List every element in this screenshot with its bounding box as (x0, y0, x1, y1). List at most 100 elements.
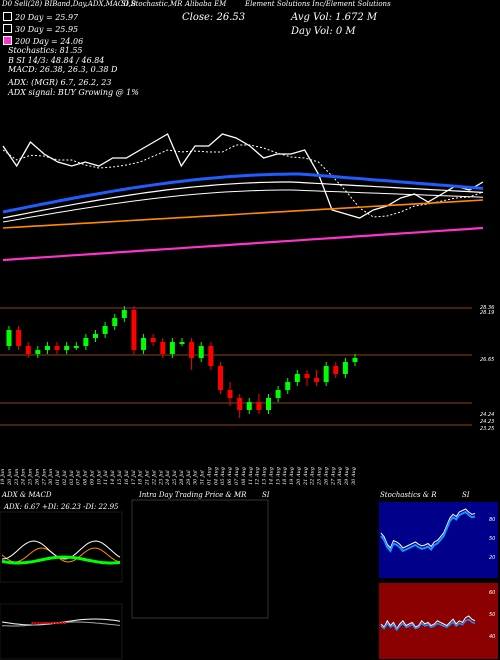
ema200-legend: 200 Day = 24.06 (3, 36, 83, 46)
candle-body (25, 346, 31, 354)
si-signal-line (380, 618, 476, 632)
candle-body (246, 402, 252, 410)
date-label: 21 Jul (145, 470, 151, 486)
candle-body (294, 374, 300, 382)
date-label: 26 Jun (34, 469, 40, 486)
stoch-panel-title: Stochastics & R (380, 491, 437, 499)
date-label: 06 Aug (227, 467, 233, 485)
date-label: 29 Jul (186, 470, 192, 486)
date-label: 09 Jul (89, 470, 95, 485)
stoch-axis-label: 50 (489, 536, 495, 542)
adx-text: ADX: (MGR) 6.7, 26.2, 23 (8, 78, 112, 87)
price-axis-label: 23.25 (480, 426, 494, 432)
si-text: B SI 14/3: 48.84 / 46.84 (8, 56, 105, 65)
candle-body (266, 398, 271, 410)
price-line (2, 133, 484, 219)
date-label: 05 Aug (220, 467, 226, 485)
adx-panel-frame (0, 511, 123, 583)
date-label: 03 Jul (69, 470, 75, 485)
date-label: 28 Aug (337, 467, 343, 486)
macd-histogram-bar (61, 622, 63, 624)
macd-panel-frame (0, 603, 123, 660)
date-label: 24 Jul (165, 470, 171, 486)
ema30-line (2, 181, 484, 219)
date-label: 30 Jun (48, 469, 54, 485)
candle-body (256, 402, 262, 410)
candle-body (208, 346, 214, 366)
date-label: 26 Aug (323, 467, 329, 486)
stoch-k-line (380, 508, 476, 549)
candle-body (131, 310, 137, 350)
close-price: Close: 26.53 (182, 12, 246, 23)
date-label: 31 Jul (200, 470, 206, 485)
macd-histogram-bar (34, 622, 37, 624)
date-label: 16 Jul (124, 470, 130, 485)
candle-body (54, 346, 60, 350)
price-axis-label: 26.65 (480, 357, 494, 363)
intraday-panel-frame (131, 499, 269, 619)
date-label: 28 Jul (179, 470, 185, 486)
candle-body (35, 350, 41, 354)
si-panel-title: SI (262, 491, 270, 499)
date-label: 24 Jun (21, 469, 27, 486)
macd-histogram-bar (43, 622, 46, 624)
candle-body (198, 346, 204, 358)
candle-body (333, 366, 339, 374)
date-label: 02 Jul (62, 470, 68, 485)
si-axis-label: 60 (489, 590, 495, 596)
date-label: 25 Jul (172, 470, 178, 486)
candle-body (121, 310, 127, 318)
avg-volume: Avg Vol: 1.672 M (291, 12, 378, 23)
candle-body (169, 342, 175, 354)
ema-blue-line (2, 172, 484, 214)
macd-histogram-bar (37, 622, 40, 624)
date-label: 14 Aug (268, 467, 274, 485)
date-label: 30 Jul (193, 470, 199, 485)
candle-body (352, 358, 358, 362)
date-label: 20 Jun (7, 469, 13, 486)
si-axis-label: 50 (489, 612, 495, 618)
macd-histogram-bar (63, 622, 66, 624)
ema20-text: 20 Day = 25.97 (15, 13, 79, 22)
adx-di-minus-line (1, 547, 121, 563)
si-axis-label: 40 (489, 634, 495, 640)
header-label-4: Element Solutions Inc/Element Solutions (245, 0, 391, 8)
price-axis-label: 24.24 (480, 412, 494, 418)
candle-body (6, 330, 12, 346)
adx-line (1, 555, 121, 565)
date-label: 13 Aug (262, 467, 268, 485)
adx-panel-title: ADX & MACD (2, 491, 52, 499)
candle-body (179, 342, 185, 344)
candle-body (16, 330, 22, 346)
price-axis-label: 28.19 (480, 310, 494, 316)
date-label: 18 Jul (138, 470, 144, 485)
macd-histogram-bar (40, 622, 43, 624)
candle-body (73, 346, 79, 348)
candle-body (83, 338, 89, 346)
macd-histogram-bar (52, 622, 55, 624)
date-label: 22 Jul (151, 470, 157, 486)
candle-body (189, 342, 195, 358)
date-label: 08 Aug (241, 467, 247, 485)
candle-body (112, 318, 118, 326)
date-label: 15 Aug (275, 467, 281, 485)
stoch-axis-label: 80 (489, 517, 495, 523)
date-label: 11 Aug (248, 467, 254, 485)
candle-body (141, 338, 147, 350)
candle-body (285, 382, 291, 390)
date-label: 25 Jun (28, 469, 34, 486)
candle-body (304, 374, 310, 378)
ema100-line (2, 199, 484, 229)
stochastic-text: Stochastics: 81.55 (8, 46, 83, 55)
ema200-text: 200 Day = 24.06 (15, 37, 84, 46)
date-label: 04 Aug (213, 467, 219, 485)
ema30-text: 30 Day = 25.95 (15, 25, 79, 34)
date-label: 12 Aug (255, 467, 261, 485)
candle-body (342, 362, 348, 374)
date-label: 07 Jul (76, 470, 82, 485)
ema50-line (2, 189, 484, 223)
candle-body (150, 338, 156, 342)
ema20-dashed-line (2, 144, 484, 218)
candle-body (102, 326, 108, 334)
